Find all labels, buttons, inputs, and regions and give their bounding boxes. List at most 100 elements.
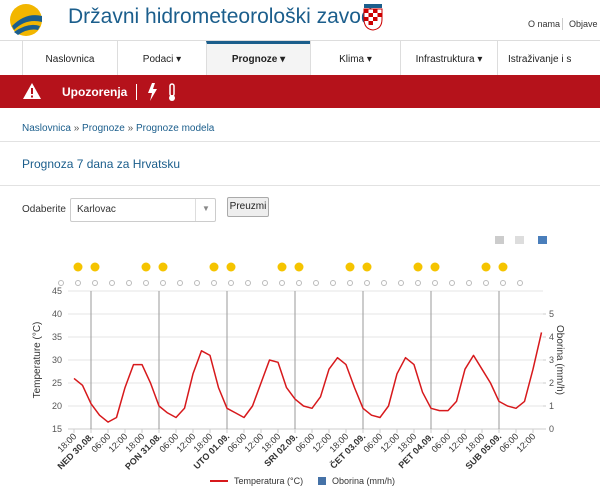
wind-icon: [398, 280, 404, 286]
page-heading: Prognoza 7 dana za Hrvatsku: [22, 157, 181, 171]
chart-icon[interactable]: [538, 236, 547, 244]
nav-item[interactable]: Infrastruktura ▾: [400, 41, 497, 75]
nav-label: Istraživanje i s: [508, 54, 572, 65]
wind-icon: [500, 280, 506, 286]
weather-icon: [263, 262, 268, 272]
warning-icon: [23, 83, 41, 99]
weather-icon: [345, 262, 355, 272]
tool-icon[interactable]: [515, 236, 524, 244]
wind-icon: [92, 280, 98, 286]
wind-icon: [177, 280, 183, 286]
y-tick-label: 30: [52, 355, 62, 365]
wind-icon: [211, 280, 217, 286]
nav-item[interactable]: Naslovnica: [22, 41, 117, 75]
divider: [0, 141, 600, 142]
wind-icon: [483, 280, 489, 286]
caret: ▾: [364, 54, 372, 65]
temperature-line: [73, 332, 543, 423]
weather-icon: [399, 262, 404, 272]
y2-axis-title: Oborina (mm/h): [554, 325, 565, 395]
y-tick-label: 20: [52, 401, 62, 411]
y2-tick-label: 2: [549, 378, 554, 388]
wind-icon: [245, 280, 251, 286]
legend-swatch: [318, 477, 326, 485]
wind-icon: [364, 280, 370, 286]
wind-icon: [296, 280, 302, 286]
station-select[interactable]: Karlovac ▼: [70, 198, 216, 222]
weather-icon: [209, 262, 219, 272]
wind-icon: [432, 280, 438, 286]
separator: [136, 84, 137, 100]
download-button[interactable]: Preuzmi: [227, 197, 269, 217]
weather-icon: [294, 262, 304, 272]
select-divider: [195, 199, 196, 221]
select-arrow: ▼: [202, 204, 210, 213]
wind-icon: [126, 280, 132, 286]
wind-icon: [109, 280, 115, 286]
y2-tick-label: 1: [549, 401, 554, 411]
weather-icon: [430, 262, 440, 272]
weather-icon: [467, 262, 472, 272]
y-tick-label: 45: [52, 286, 62, 296]
y-tick-label: 25: [52, 378, 62, 388]
top-link[interactable]: O nama: [528, 19, 561, 29]
warning-link[interactable]: Upozorenja: [62, 85, 128, 99]
nav-label: Podaci: [142, 54, 174, 65]
wind-icon: [330, 280, 336, 286]
nav-label: Infrastruktura: [415, 54, 475, 65]
wind-icon: [449, 280, 455, 286]
wind-icon: [262, 280, 268, 286]
weather-icon: [498, 262, 508, 272]
nav-item[interactable]: Klima ▾: [310, 41, 400, 75]
legend-label: Oborina (mm/h): [332, 476, 395, 486]
wind-icon: [279, 280, 285, 286]
y2-tick-label: 0: [549, 424, 554, 434]
weather-icon: [59, 262, 64, 272]
nav-label: Klima: [339, 54, 365, 65]
warning-type-icons: [148, 83, 175, 101]
x-tick-label: 12:00: [514, 431, 537, 454]
header: Državni hidrometeorološki zavod O nama O…: [0, 0, 600, 40]
top-link[interactable]: Objave: [569, 19, 598, 29]
site-title[interactable]: Državni hidrometeorološki zavod: [68, 5, 373, 28]
weather-icon: [158, 262, 168, 272]
weather-icon: [314, 262, 319, 272]
weather-icon: [195, 262, 200, 272]
y-tick-label: 35: [52, 332, 62, 342]
weather-icon: [110, 262, 115, 272]
weather-icon: [246, 262, 251, 272]
weather-icon: [141, 262, 151, 272]
weather-icon: [127, 262, 132, 272]
warning-bar: Upozorenja: [0, 75, 600, 108]
nav-label: Prognoze: [231, 54, 278, 65]
breadcrumb-link[interactable]: Prognoze: [82, 123, 125, 134]
weather-icon: [226, 262, 236, 272]
wind-icon: [517, 280, 523, 286]
breadcrumb-link[interactable]: Prognoze modela: [135, 123, 215, 134]
weather-icon: [518, 262, 523, 272]
nav-label: Naslovnica: [45, 54, 95, 65]
weather-icon: [481, 262, 491, 272]
weather-icon: [178, 262, 183, 272]
nav-item[interactable]: Istraživanje i s: [497, 41, 600, 75]
weather-icon: [413, 262, 423, 272]
nav-bar: Naslovnica Podaci ▾ Prognoze ▾ Klima ▾ Infra…: [0, 40, 600, 76]
select-value: Karlovac: [77, 204, 116, 215]
wind-icon: [415, 280, 421, 286]
wind-icon: [466, 280, 472, 286]
y2-tick-label: 4: [549, 332, 554, 342]
wind-icon: [160, 280, 166, 286]
home-icon[interactable]: [495, 236, 504, 244]
caret: ▾: [173, 54, 182, 65]
wind-icon: [58, 280, 64, 286]
legend-label: Temperatura (°C): [234, 476, 303, 486]
caret: ▾: [474, 54, 483, 65]
breadcrumb: Naslovnica » Prognoze » Prognoze modela: [22, 123, 215, 134]
breadcrumb-link[interactable]: Naslovnica: [22, 123, 71, 134]
nav-item[interactable]: Podaci ▾: [117, 41, 206, 75]
y-axis-title: Temperature (°C): [32, 322, 43, 399]
caret: ▾: [277, 54, 286, 65]
nav-item[interactable]: Prognoze ▾: [206, 41, 310, 75]
wind-icon: [381, 280, 387, 286]
